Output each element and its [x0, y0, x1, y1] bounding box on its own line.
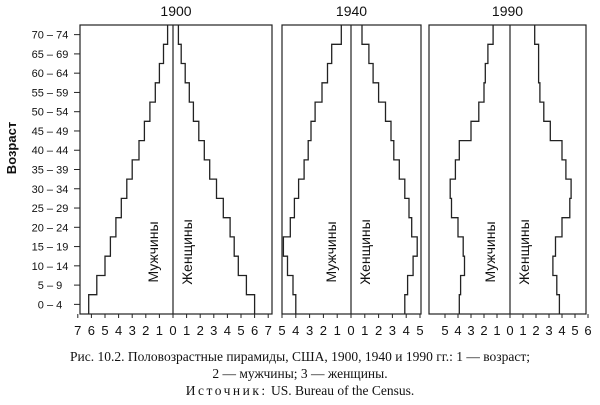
- x-tick-label: 5: [441, 323, 448, 338]
- x-tick-label: 2: [142, 323, 149, 338]
- source-text: US. Bureau of the Census.: [267, 383, 415, 398]
- caption-line-1: Рис. 10.2. Половозрастные пирамиды, США,…: [70, 349, 530, 364]
- x-tick-label: 4: [558, 323, 565, 338]
- y-tick-label: 35 – 39: [32, 165, 69, 177]
- x-tick-label: 3: [306, 323, 313, 338]
- male-label: Мужчины: [482, 221, 498, 282]
- x-tick-label: 0: [506, 323, 513, 338]
- x-tick-label: 1: [156, 323, 163, 338]
- x-tick-label: 3: [210, 323, 217, 338]
- x-tick-label: 3: [467, 323, 474, 338]
- x-tick-label: 4: [115, 323, 122, 338]
- x-tick-label: 6: [251, 323, 258, 338]
- x-tick-label: 7: [74, 323, 81, 338]
- female-label: Женщины: [357, 219, 373, 284]
- female-series-1990: [534, 25, 572, 314]
- x-tick-label: 1: [334, 323, 341, 338]
- x-tick-label: 1: [493, 323, 500, 338]
- y-tick-label: 30 – 34: [32, 184, 69, 196]
- x-tick-label: 2: [320, 323, 327, 338]
- male-series-1900: [88, 25, 169, 314]
- x-tick-label: 1: [183, 323, 190, 338]
- panel-title: 1990: [492, 3, 523, 19]
- y-tick-label: 45 – 49: [32, 126, 69, 138]
- x-tick-label: 1: [519, 323, 526, 338]
- male-label: Мужчины: [323, 221, 339, 282]
- x-tick-label: 5: [571, 323, 578, 338]
- male-series-1940: [282, 25, 342, 314]
- x-tick-label: 3: [545, 323, 552, 338]
- x-tick-label: 3: [389, 323, 396, 338]
- female-label: Женщины: [516, 219, 532, 284]
- y-axis-tick-labels: 0 – 4 5 – 9 10 – 14 15 – 19 20 – 24 25 – 29 30…: [32, 30, 80, 311]
- source-label: Источник:: [185, 383, 268, 398]
- y-tick-label: 40 – 44: [32, 145, 69, 157]
- y-tick-label: 60 – 64: [32, 68, 69, 80]
- x-tick-label: 4: [292, 323, 299, 338]
- x-tick-label: 4: [403, 323, 410, 338]
- female-series-1940: [361, 25, 418, 314]
- y-tick-label: 5 – 9: [38, 280, 62, 292]
- x-tick-label: 0: [347, 323, 354, 338]
- panel-title: 1940: [336, 3, 367, 19]
- x-tick-label: 6: [584, 323, 591, 338]
- panel-frame: [79, 24, 273, 315]
- y-tick-label: 25 – 29: [32, 203, 69, 215]
- panel-frame: [428, 24, 587, 315]
- y-tick-label: 50 – 54: [32, 107, 69, 119]
- x-tick-label: 1: [361, 323, 368, 338]
- caption-source: Источник: US. Bureau of the Census.: [0, 382, 600, 399]
- x-tick-label: 5: [416, 323, 423, 338]
- y-tick-label: 55 – 59: [32, 87, 69, 99]
- y-tick-label: 65 – 69: [32, 49, 69, 61]
- x-tick-label: 2: [375, 323, 382, 338]
- x-tick-label: 7: [265, 323, 272, 338]
- caption-line-2: 2 — мужчины; 3 — женщины.: [212, 366, 388, 381]
- figure-caption: Рис. 10.2. Половозрастные пирамиды, США,…: [0, 348, 600, 399]
- female-label: Женщины: [179, 219, 195, 284]
- y-axis-title: Возраст: [4, 122, 19, 174]
- x-tick-label: 4: [454, 323, 461, 338]
- y-tick-label: 15 – 19: [32, 242, 69, 254]
- x-tick-label: 6: [88, 323, 95, 338]
- x-tick-label: 0: [169, 323, 176, 338]
- male-series-1990: [449, 25, 494, 314]
- x-tick-label: 2: [532, 323, 539, 338]
- panel-title: 1900: [160, 3, 191, 19]
- y-tick-label: 0 – 4: [38, 299, 62, 311]
- y-tick-label: 10 – 14: [32, 261, 69, 273]
- x-tick-label: 5: [278, 323, 285, 338]
- male-label: Мужчины: [145, 221, 161, 282]
- y-tick-label: 20 – 24: [32, 222, 69, 234]
- x-tick-label: 3: [129, 323, 136, 338]
- x-tick-label: 2: [480, 323, 487, 338]
- x-tick-label: 5: [101, 323, 108, 338]
- x-tick-label: 2: [197, 323, 204, 338]
- female-series-1900: [177, 25, 256, 314]
- x-tick-label: 4: [224, 323, 231, 338]
- x-tick-label: 5: [237, 323, 244, 338]
- y-tick-label: 70 – 74: [32, 30, 69, 42]
